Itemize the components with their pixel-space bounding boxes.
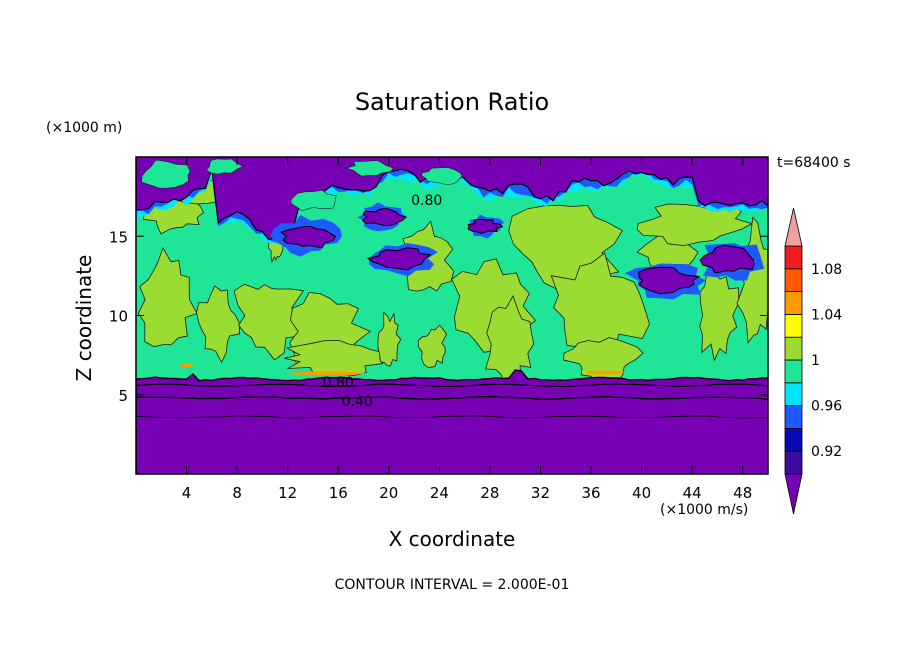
upper-green-patch-4 [421, 167, 463, 186]
colorbar-label-1: 0.96 [811, 399, 842, 415]
x-tick-label-48: 48 [733, 484, 752, 502]
supersat-strip-2 [179, 363, 195, 367]
colorbar-segment-7 [784, 291, 803, 315]
x-tick-label-20: 20 [379, 484, 398, 502]
y-tick-label-5: 5 [118, 387, 128, 405]
x-tick-label-16: 16 [329, 484, 348, 502]
colorbar-label-2: 1 [811, 353, 820, 369]
upper-green-patch-2 [290, 189, 337, 212]
dry-patch-3 [467, 218, 504, 234]
colorbar-segment-3 [784, 382, 803, 406]
colorbar-segment-9 [784, 245, 803, 270]
colorbar-segment-5 [784, 336, 803, 361]
colorbar-segment-2 [784, 405, 803, 429]
upper-green-patch-3 [345, 160, 395, 177]
dry-patch-4 [361, 207, 407, 227]
x-tick-label-32: 32 [531, 484, 550, 502]
contour-line-2 [136, 415, 768, 419]
x-tick-label-36: 36 [581, 484, 600, 502]
colorbar-segment-8 [784, 268, 803, 292]
upper-green-patch-0 [141, 159, 191, 189]
supersat-strip-1 [585, 370, 625, 375]
green-region-0 [137, 247, 198, 348]
lower-dry-layer [136, 369, 768, 474]
dry-patch-2 [699, 244, 755, 274]
colorbar-label-4: 1.08 [811, 262, 842, 278]
y-axis-unit: (×1000 m) [46, 120, 123, 136]
contour-line-1 [136, 395, 768, 401]
y-axis-title: Z coordinate [72, 254, 96, 382]
supersat-strip-0 [290, 371, 367, 376]
contour-label-1: 0.80 [323, 375, 354, 391]
dry-patch-0 [366, 247, 432, 271]
green-region-14 [699, 269, 740, 362]
upper-green-patch-1 [205, 158, 244, 175]
y-tick-label-10: 10 [109, 308, 128, 326]
colorbar: 0.92 0.96 1 1.04 1.08 [784, 207, 842, 515]
x-tick-label-4: 4 [182, 484, 192, 502]
x-axis-unit: (×1000 m/s) [660, 502, 749, 518]
y-tick-label-15: 15 [109, 228, 128, 246]
contour-label-0: 0.80 [411, 193, 442, 209]
colorbar-segment-6 [784, 313, 803, 338]
x-tick-label-12: 12 [278, 484, 297, 502]
colorbar-over-arrow [784, 207, 803, 247]
green-region-6 [417, 324, 447, 368]
dry-patch-1 [638, 266, 701, 295]
colorbar-under-arrow [784, 473, 803, 515]
green-region-1 [196, 285, 240, 364]
dry-patch-5 [280, 225, 336, 249]
plot-field [136, 157, 768, 474]
colorbar-label-3: 1.04 [811, 307, 842, 323]
x-tick-label-8: 8 [232, 484, 242, 502]
chart-title: Saturation Ratio [354, 88, 550, 116]
x-tick-label-40: 40 [632, 484, 651, 502]
green-region-2 [233, 283, 311, 361]
colorbar-label-0: 0.92 [811, 444, 842, 460]
contour-label-2: 0.40 [342, 394, 373, 410]
contour-line-0 [136, 383, 768, 388]
green-region-5 [377, 311, 402, 367]
x-tick-label-28: 28 [480, 484, 499, 502]
x-axis-title: X coordinate [0, 527, 904, 551]
x-axis-title-text: X coordinate [388, 527, 516, 551]
time-label: t=68400 s [777, 155, 851, 171]
x-tick-label-44: 44 [683, 484, 702, 502]
green-region-12 [562, 337, 644, 384]
green-region-4 [284, 340, 385, 377]
colorbar-segment-4 [784, 359, 803, 384]
colorbar-segment-0 [784, 450, 803, 475]
x-tick-label-24: 24 [430, 484, 449, 502]
green-region-16 [736, 216, 768, 344]
colorbar-segment-1 [784, 427, 803, 452]
contour-interval-label: CONTOUR INTERVAL = 2.000E-01 [334, 577, 570, 593]
